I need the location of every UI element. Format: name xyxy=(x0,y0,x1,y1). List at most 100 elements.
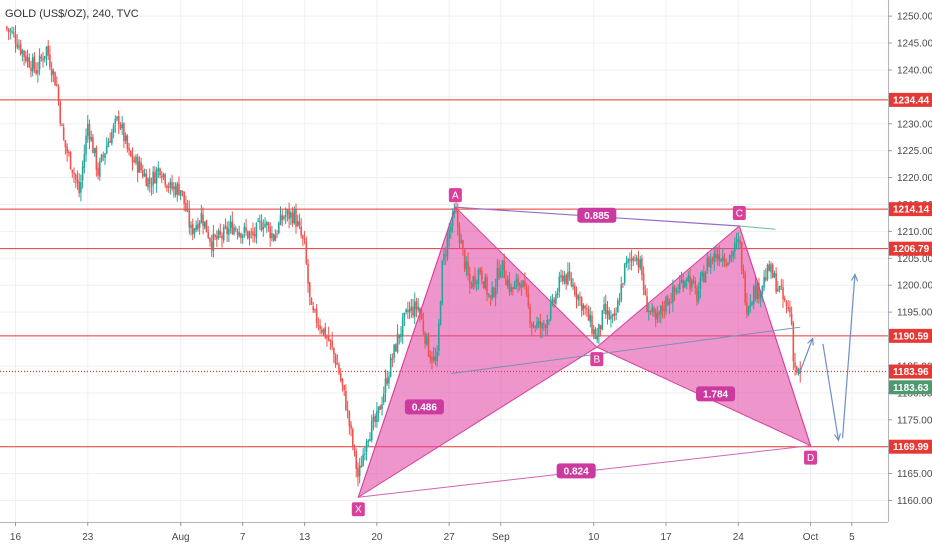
candle-body xyxy=(425,334,428,345)
projection-arrow-shaft xyxy=(822,343,840,441)
candle-body xyxy=(684,281,686,288)
candle-body xyxy=(259,221,261,223)
candle-body xyxy=(746,302,748,315)
candle-body xyxy=(69,151,72,170)
candle-body xyxy=(615,313,617,316)
candle-body xyxy=(534,326,537,328)
candle-body xyxy=(649,310,652,312)
candle-body xyxy=(732,251,734,257)
candle-body xyxy=(157,167,160,172)
candle-body xyxy=(97,168,99,176)
candle-body xyxy=(775,273,777,292)
candle-body xyxy=(441,260,444,304)
x-tick-label: 27 xyxy=(444,532,456,543)
candle-body xyxy=(124,135,127,141)
candle-body xyxy=(291,212,294,224)
candle-body xyxy=(25,55,27,62)
candle-body xyxy=(336,363,339,365)
candle-body xyxy=(205,219,208,233)
candle-body xyxy=(685,279,688,281)
candle-body xyxy=(117,116,120,125)
candle-body xyxy=(160,175,163,179)
chart-title: GOLD (US$/OZ), 240, TVC xyxy=(5,8,139,20)
candle-body xyxy=(198,222,201,228)
pattern-line-xa xyxy=(357,207,456,498)
candle-body xyxy=(637,258,640,268)
candle-body xyxy=(782,287,784,299)
x-tick-label: 10 xyxy=(588,532,600,543)
candle-body xyxy=(18,45,20,48)
candle-body xyxy=(592,329,595,335)
candle-body xyxy=(302,235,304,239)
candle-body xyxy=(248,232,251,238)
candle-body xyxy=(148,177,151,185)
candle-body xyxy=(709,259,712,269)
candle-body xyxy=(469,273,471,285)
candle-body xyxy=(797,368,800,373)
candle-body xyxy=(537,321,540,324)
candle-body xyxy=(434,357,437,361)
candle-body xyxy=(589,314,592,323)
candle-body xyxy=(691,279,693,288)
candle-body xyxy=(663,309,666,311)
candle-body xyxy=(687,275,690,281)
candle-body xyxy=(660,305,662,315)
candle-body xyxy=(672,286,674,303)
candle-body xyxy=(462,239,464,250)
candle-body xyxy=(780,285,783,287)
ratio-label: 0.486 xyxy=(412,402,437,413)
candle-body xyxy=(262,227,265,230)
candle-body xyxy=(783,298,786,301)
candle-body xyxy=(792,323,795,362)
candle-body xyxy=(381,403,383,409)
candle-body xyxy=(407,310,409,312)
candle-body xyxy=(281,215,284,221)
pattern-point-box xyxy=(448,188,462,203)
candle-body xyxy=(444,254,447,256)
candle-body xyxy=(556,293,559,295)
candle-body xyxy=(52,70,55,75)
candle-body xyxy=(255,223,258,238)
projection-arrow-head xyxy=(833,433,842,442)
price-tag-box xyxy=(889,328,932,343)
trend-line-c-extension xyxy=(739,225,776,230)
candle-body xyxy=(171,182,173,189)
candle-body xyxy=(123,123,125,142)
candle-body xyxy=(727,262,729,266)
candle-body xyxy=(701,271,703,277)
candle-body xyxy=(673,285,676,293)
candle-body xyxy=(794,362,796,368)
candle-body xyxy=(31,57,34,72)
candle-body xyxy=(510,286,512,293)
y-tick-label: 1160.00 xyxy=(897,496,932,507)
price-tag-box xyxy=(889,202,932,217)
candle-body xyxy=(598,323,600,337)
candle-body xyxy=(696,287,698,302)
candle-body xyxy=(644,290,647,295)
projection-arrow-shaft xyxy=(798,338,814,375)
candle-body xyxy=(388,376,390,384)
candle-body xyxy=(524,281,526,286)
candle-body xyxy=(711,259,714,261)
candle-body xyxy=(419,308,421,315)
candle-body xyxy=(735,240,738,242)
candle-body xyxy=(174,186,177,196)
candle-body xyxy=(252,231,254,236)
candle-body xyxy=(54,72,56,86)
candle-body xyxy=(152,171,154,186)
candle-body xyxy=(639,259,641,269)
projection-arrows-layer xyxy=(798,273,859,442)
candle-body xyxy=(121,123,123,129)
candle-body xyxy=(379,405,382,410)
candle-body xyxy=(460,240,463,244)
candle-body xyxy=(16,43,19,48)
candle-body xyxy=(307,263,309,284)
candle-body xyxy=(625,261,628,265)
candle-body xyxy=(475,282,478,284)
candle-body xyxy=(439,302,442,326)
candle-body xyxy=(415,301,418,310)
candle-body xyxy=(622,283,624,285)
candle-body xyxy=(658,311,660,314)
candle-body xyxy=(355,450,358,470)
